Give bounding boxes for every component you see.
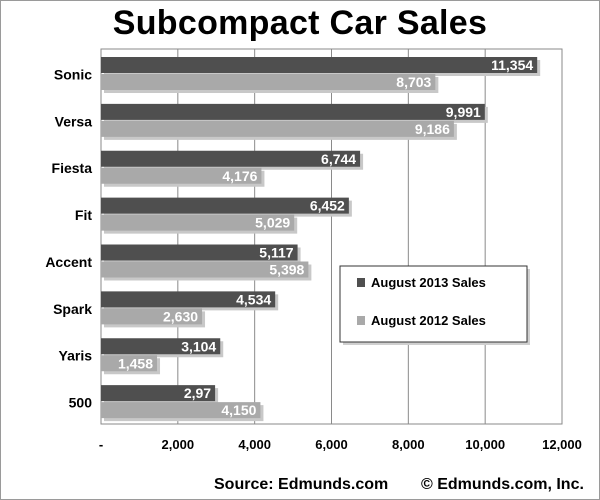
data-label: 6,452: [310, 198, 345, 214]
bar-2013: [101, 150, 361, 167]
bar-2012: [101, 74, 436, 90]
bar-2012: [101, 214, 295, 231]
data-label: 3,104: [181, 338, 216, 354]
data-label: 5,398: [269, 262, 304, 278]
bar-2012: [101, 167, 262, 184]
data-label: 11,354: [491, 57, 533, 73]
bar-2013: [101, 57, 538, 73]
x-tick-label: 10,000: [465, 437, 505, 452]
data-label: 4,534: [236, 291, 271, 307]
x-tick-label: 12,000: [542, 437, 582, 452]
bar-2013: [101, 385, 216, 402]
x-tick-label: 4,000: [238, 437, 271, 452]
data-label: 4,176: [222, 168, 257, 184]
data-label: 6,744: [321, 151, 356, 167]
data-label: 4,150: [221, 402, 256, 418]
legend-label: August 2012 Sales: [371, 313, 486, 328]
data-label: 9,186: [415, 121, 450, 137]
data-label: 2,630: [163, 308, 198, 324]
category-label: 500: [69, 395, 93, 411]
chart-title: Subcompact Car Sales: [112, 4, 488, 42]
data-label: 9,991: [446, 104, 481, 120]
bar-2013: [101, 338, 221, 355]
x-tick-label: 2,000: [162, 437, 195, 452]
category-label: Fiesta: [52, 160, 93, 176]
data-label: 2,97: [184, 385, 211, 401]
bar-2012: [101, 120, 454, 137]
data-label: 5,117: [259, 245, 293, 261]
category-label: Yaris: [59, 348, 93, 364]
x-tick-label: -: [99, 437, 103, 452]
bar-2012: [101, 402, 261, 419]
bar-2013: [101, 291, 276, 308]
bar-2013: [101, 244, 298, 261]
source-note: Source: Edmunds.com: [214, 476, 389, 493]
bar-2012: [101, 308, 203, 325]
data-label: 8,703: [396, 74, 431, 90]
legend-label: August 2013 Sales: [371, 275, 486, 290]
data-label: 1,458: [118, 355, 153, 371]
bar-2012: [101, 355, 158, 372]
category-label: Spark: [53, 301, 92, 317]
x-tick-label: 8,000: [392, 437, 425, 452]
legend-swatch-2012: [357, 316, 365, 325]
legend-swatch-2013: [357, 278, 365, 287]
copyright-note: © Edmunds.com, Inc.: [421, 476, 584, 493]
bar-2013: [101, 103, 485, 120]
category-label: Accent: [45, 254, 92, 270]
legend-box: [339, 265, 528, 343]
x-tick-label: 6,000: [315, 437, 348, 452]
data-label: 5,029: [255, 215, 290, 231]
bar-2012: [101, 261, 309, 278]
bars: [101, 57, 541, 422]
footer: Source: Edmunds.com © Edmunds.com, Inc.: [214, 476, 594, 500]
bar-2013: [101, 197, 349, 214]
axes: - 2,000 4,000 6,000 8,000 10,000 12,000 Sonic Ve…: [45, 66, 582, 452]
category-label: Versa: [55, 113, 93, 129]
category-label: Fit: [75, 207, 92, 223]
legend: August 2013 Sales August 2012 Sales: [339, 265, 530, 345]
category-label: Sonic: [54, 66, 92, 82]
